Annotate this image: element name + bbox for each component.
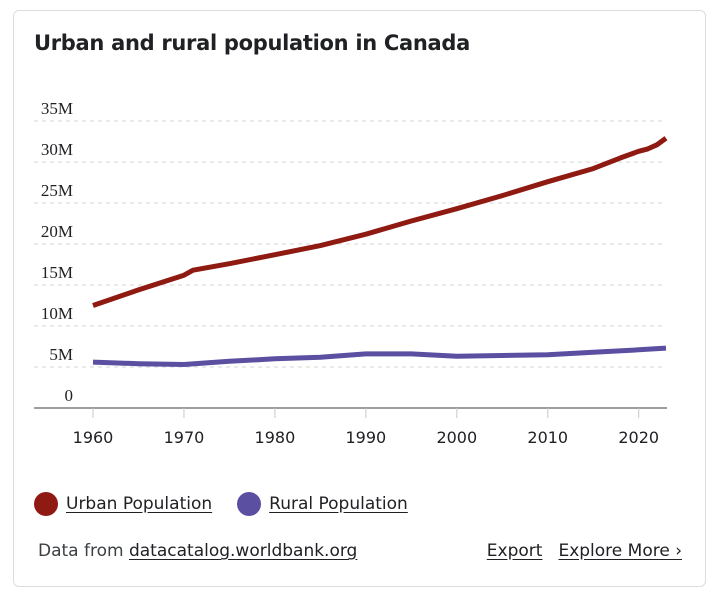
rural-color-dot-icon <box>237 492 262 516</box>
legend-item-rural[interactable]: Rural Population <box>237 492 408 516</box>
y-tick-label: 5M <box>49 345 73 364</box>
x-tick-label: 2000 <box>436 428 477 447</box>
gridlines <box>34 120 666 368</box>
legend-label-rural: Rural Population <box>269 494 408 514</box>
rural-population-line <box>92 345 667 367</box>
source-link[interactable]: datacatalog.worldbank.org <box>128 541 358 561</box>
y-tick-label: 25M <box>41 181 73 200</box>
x-tick-label: 1960 <box>73 428 114 447</box>
x-tick-label: 1980 <box>255 428 296 447</box>
x-tick-label: 2010 <box>527 428 568 447</box>
x-tick-label: 1990 <box>345 428 386 447</box>
y-tick-label: 0 <box>65 386 74 405</box>
data-from-label: Data from <box>38 541 124 561</box>
urban-color-dot-icon <box>34 492 58 516</box>
x-tick-label: 1970 <box>164 428 205 447</box>
y-tick-label: 30M <box>41 140 73 159</box>
chart-legend: Urban Population Rural Population <box>34 492 433 516</box>
y-tick-label: 20M <box>41 222 73 241</box>
legend-item-urban[interactable]: Urban Population <box>34 492 212 516</box>
series-lines <box>92 136 668 367</box>
y-tick-label: 15M <box>41 263 73 282</box>
legend-label-urban: Urban Population <box>66 494 213 514</box>
y-axis-ticks: 0 5M 10M 15M 20M 25M 30M 35M <box>41 99 73 405</box>
y-tick-label: 35M <box>41 99 73 118</box>
urban-population-line <box>92 136 668 308</box>
export-link[interactable]: Export <box>486 541 543 561</box>
y-tick-label: 10M <box>41 304 73 323</box>
x-tick-label: 2020 <box>618 428 659 447</box>
line-chart: 0 5M 10M 15M 20M 25M 30M 35M 1960 1970 1980 1990 20… <box>34 99 668 447</box>
chart-card <box>13 10 706 587</box>
explore-more-link[interactable]: Explore More › <box>558 541 682 561</box>
chart-footer: Data from datacatalog.worldbank.org Expo… <box>38 541 682 561</box>
chart-title: Urban and rural population in Canada <box>34 31 470 55</box>
x-axis: 1960 1970 1980 1990 2000 2010 2020 <box>34 407 667 447</box>
